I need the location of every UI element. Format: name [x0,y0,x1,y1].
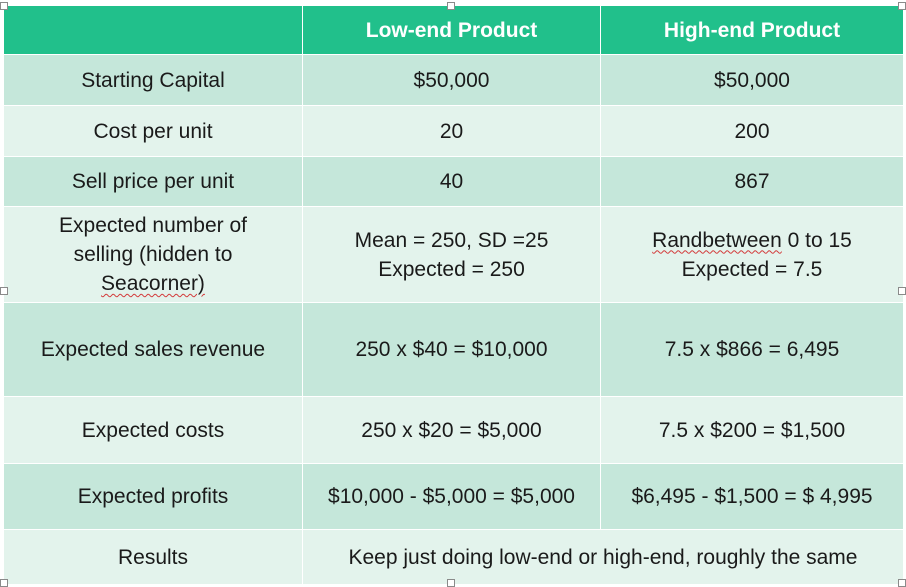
low-end-value[interactable]: $50,000 [302,54,601,106]
label-line: Expected number of [59,214,247,237]
spellcheck-word: Randbetween [652,228,782,252]
value-line: Mean = 250, SD =25 [354,228,549,252]
high-end-value[interactable]: 200 [600,105,904,157]
row-starting-capital: Starting Capital $50,000 $50,000 [3,54,904,106]
row-cost-per-unit: Cost per unit 20 200 [3,105,904,157]
low-end-value[interactable]: 20 [302,105,601,157]
resize-handle[interactable] [0,579,8,587]
header-row: Low-end Product High-end Product [3,5,904,55]
value-line-rest: 0 to 15 [781,228,852,252]
row-label[interactable]: Expected profits [3,463,303,530]
high-end-value[interactable]: 7.5 x $866 = 6,495 [600,302,904,397]
resize-handle[interactable] [0,287,8,295]
low-end-value[interactable]: 250 x $20 = $5,000 [302,396,601,464]
row-expected-sales-revenue: Expected sales revenue 250 x $40 = $10,0… [3,302,904,397]
row-sell-price: Sell price per unit 40 867 [3,156,904,207]
value-line: Expected = 250 [378,257,525,281]
low-end-value-multiline[interactable]: Mean = 250, SD =25 Expected = 250 [302,206,601,303]
row-label[interactable]: Cost per unit [3,105,303,157]
header-blank-cell[interactable] [3,5,303,55]
row-results: Results Keep just doing low-end or high-… [3,529,904,585]
value-line: Expected = 7.5 [681,257,823,281]
high-end-value[interactable]: $6,495 - $1,500 = $ 4,995 [600,463,904,530]
row-expected-number-selling: Expected number of selling (hidden to Se… [3,206,904,303]
high-end-value-multiline[interactable]: Randbetween 0 to 15 Expected = 7.5 [600,206,904,303]
label-line: selling (hidden to [73,243,233,266]
row-expected-profits: Expected profits $10,000 - $5,000 = $5,0… [3,463,904,530]
row-label[interactable]: Results [3,529,303,585]
resize-handle[interactable] [898,2,906,10]
resize-handle[interactable] [898,579,906,587]
resize-handle[interactable] [447,579,455,587]
row-label[interactable]: Starting Capital [3,54,303,106]
header-low-end[interactable]: Low-end Product [302,5,601,55]
high-end-value[interactable]: 867 [600,156,904,207]
header-high-end[interactable]: High-end Product [600,5,904,55]
low-end-value[interactable]: 40 [302,156,601,207]
value-line: Randbetween 0 to 15 [605,226,899,255]
row-label[interactable]: Sell price per unit [3,156,303,207]
label-line-spellcheck: Seacorner) [101,272,205,295]
comparison-table[interactable]: Low-end Product High-end Product Startin… [3,5,904,585]
high-end-value[interactable]: 7.5 x $200 = $1,500 [600,396,904,464]
row-label[interactable]: Expected costs [3,396,303,464]
resize-handle[interactable] [447,2,455,10]
row-label[interactable]: Expected sales revenue [3,302,303,397]
high-end-value[interactable]: $50,000 [600,54,904,106]
resize-handle[interactable] [898,287,906,295]
low-end-value[interactable]: 250 x $40 = $10,000 [302,302,601,397]
row-label-multiline[interactable]: Expected number of selling (hidden to Se… [3,206,303,303]
low-end-value[interactable]: $10,000 - $5,000 = $5,000 [302,463,601,530]
row-expected-costs: Expected costs 250 x $20 = $5,000 7.5 x … [3,396,904,464]
results-merged-value[interactable]: Keep just doing low-end or high-end, rou… [302,529,904,585]
resize-handle[interactable] [0,2,8,10]
